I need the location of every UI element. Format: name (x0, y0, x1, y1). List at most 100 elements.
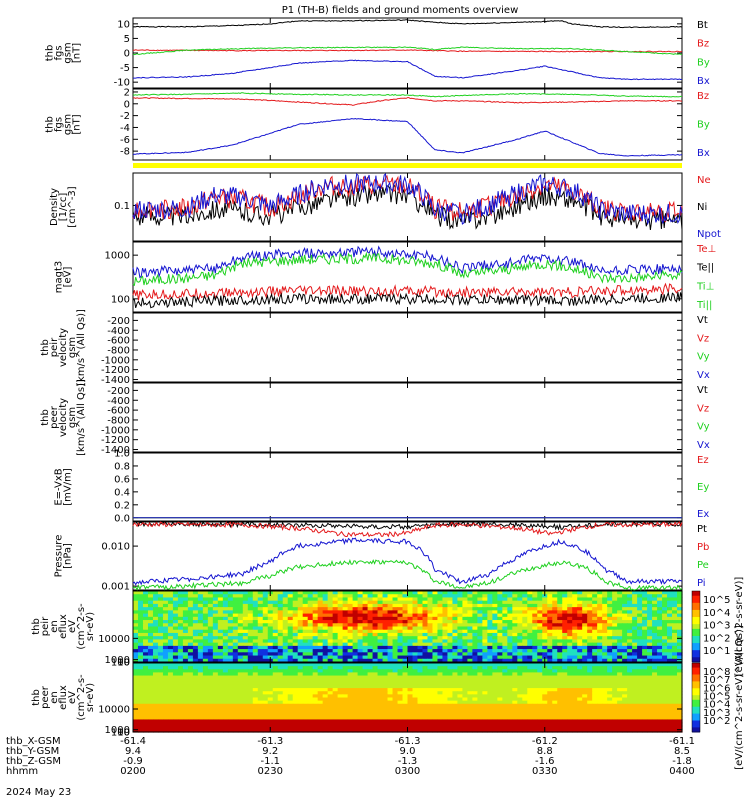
spectrogram-cell (572, 613, 578, 618)
spectrogram-cell (657, 691, 663, 695)
spectrogram-cell (452, 684, 459, 689)
spectrogram-cell (402, 616, 409, 621)
spectrogram-cell (157, 716, 164, 721)
spectrogram-cell (517, 632, 523, 637)
spectrogram-cell (492, 669, 498, 674)
spectrogram-cell (572, 675, 578, 680)
spectrogram-cell (237, 645, 244, 650)
spectrogram-cell (412, 691, 419, 695)
spectrogram-cell (557, 632, 563, 637)
spectrogram-cell (217, 607, 224, 611)
spectrogram-cell (537, 675, 543, 680)
spectrogram-cell (472, 629, 478, 634)
spectrogram-cell (417, 706, 424, 711)
spectrogram-cell (272, 616, 279, 621)
spectrogram-cell (472, 645, 478, 650)
spectrogram-cell (382, 658, 389, 663)
spectrogram-cell (652, 607, 658, 611)
spectrogram-cell (577, 603, 583, 608)
spectrogram-cell (527, 636, 533, 641)
spectrogram-cell (547, 603, 553, 608)
spectrogram-cell (582, 620, 588, 624)
spectrogram-cell (162, 716, 169, 721)
spectrogram-cell (202, 710, 209, 714)
spectrogram-cell (362, 669, 369, 674)
spectrogram-cell (587, 663, 593, 667)
spectrogram-cell (577, 681, 583, 686)
spectrogram-cell (302, 669, 309, 674)
spectrogram-cell (447, 697, 454, 702)
spectrogram-cell (542, 620, 548, 624)
spectrogram-cell (412, 716, 419, 721)
spectrogram-cell (667, 636, 673, 641)
spectrogram-cell (347, 610, 354, 615)
spectrogram-cell (667, 645, 673, 650)
spectrogram-cell (627, 700, 633, 705)
spectrogram-cell (137, 706, 144, 711)
spectrogram-cell (562, 607, 568, 611)
spectrogram-cell (377, 703, 384, 708)
spectrogram-cell (497, 623, 503, 628)
spectrogram-cell (432, 639, 439, 644)
spectrogram-cell (142, 684, 149, 689)
spectrogram-cell (632, 603, 638, 608)
spectrogram-cell (362, 697, 369, 702)
spectrogram-cell (552, 722, 558, 727)
spectrogram-cell (422, 694, 429, 699)
spectrogram-cell (567, 658, 573, 663)
spectrogram-cell (612, 623, 618, 628)
spectrogram-cell (537, 697, 543, 702)
spectrogram-cell (312, 607, 319, 611)
spectrogram-cell (432, 688, 439, 692)
spectrogram-cell (397, 678, 404, 683)
spectrogram-cell (332, 655, 339, 660)
spectrogram-cell (367, 681, 374, 686)
spectrogram-cell (287, 616, 294, 621)
spectrogram-cell (332, 681, 339, 686)
spectrogram-cell (642, 672, 648, 677)
spectrogram-cell (342, 616, 349, 621)
spectrogram-cell (612, 684, 618, 689)
spectrogram-cell (492, 629, 498, 634)
spectrogram-cell (622, 597, 628, 602)
spectrogram-cell (607, 610, 613, 615)
spectrogram-cell (642, 655, 648, 660)
spectrogram-cell (357, 672, 364, 677)
spectrogram-cell (252, 706, 259, 711)
spectrogram-cell (272, 594, 279, 599)
spectrogram-cell (427, 688, 434, 692)
spectrogram-cell (397, 632, 404, 637)
spectrogram-cell (262, 639, 269, 644)
spectrogram-cell (287, 655, 294, 660)
y-tick-label: -5 (120, 63, 130, 74)
colorbar-tick-label: 10^4 (703, 608, 730, 619)
spectrogram-cell (542, 610, 548, 615)
spectrogram-cell (382, 691, 389, 695)
y-tick-label: 10000 (98, 634, 130, 645)
spectrogram-cell (502, 655, 508, 660)
spectrogram-cell (362, 706, 369, 711)
spectrogram-cell (527, 645, 533, 650)
spectrogram-cell (677, 642, 683, 647)
spectrogram-cell (247, 652, 254, 657)
spectrogram-cell (322, 672, 329, 677)
spectrogram-cell (257, 626, 264, 631)
spectrogram-cell (282, 623, 289, 628)
y-tick-label: 0.0 (114, 513, 130, 524)
spectrogram-cell (422, 610, 429, 615)
spectrogram-cell (592, 629, 598, 634)
spectrogram-cell (337, 632, 344, 637)
spectrogram-cell (487, 713, 493, 717)
spectrogram-cell (657, 642, 663, 647)
spectrogram-cell (142, 639, 149, 644)
spectrogram-cell (602, 719, 608, 724)
spectrogram-cell (412, 678, 419, 683)
spectrogram-cell (662, 649, 668, 653)
spectrogram-cell (632, 623, 638, 628)
spectrogram-cell (157, 655, 164, 660)
spectrogram-cell (602, 700, 608, 705)
spectrogram-cell (487, 663, 493, 667)
spectrogram-cell (367, 694, 374, 699)
spectrogram-cell (557, 613, 563, 618)
spectrogram-cell (612, 600, 618, 605)
